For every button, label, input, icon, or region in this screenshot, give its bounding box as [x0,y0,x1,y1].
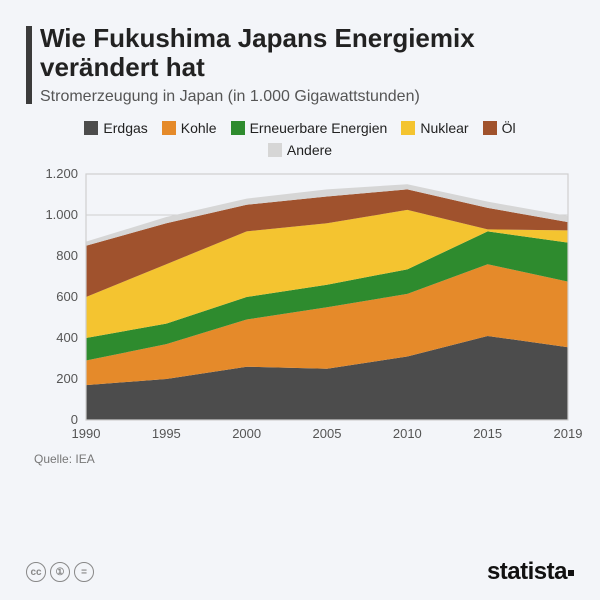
svg-text:2005: 2005 [313,426,342,441]
infographic-page: Wie Fukushima Japans Energiemix veränder… [0,0,600,600]
stacked-area-chart: 0 200 400 600 800 1.000 1.200 1990 1995 2000 2005 2… [34,164,582,444]
brand-dot-icon [568,570,574,576]
legend-item-nuklear: Nuklear [401,120,468,136]
chart-legend: Erdgas Kohle Erneuerbare Energien Nuklear Öl… [26,120,574,158]
chart-container: 0 200 400 600 800 1.000 1.200 1990 1995 2000 2005 2… [34,164,566,444]
svg-text:600: 600 [56,289,78,304]
legend-swatch [231,121,245,135]
legend-label: Nuklear [420,120,468,136]
svg-text:0: 0 [71,412,78,427]
brand-logo: statista [487,558,574,586]
svg-text:2000: 2000 [232,426,261,441]
title-block: Wie Fukushima Japans Energiemix veränder… [26,24,574,106]
svg-text:200: 200 [56,371,78,386]
cc-badge-0: cc [26,562,46,582]
title-accent-bar [26,26,32,104]
svg-text:2010: 2010 [393,426,422,441]
svg-text:2019: 2019 [554,426,582,441]
legend-label: Andere [287,142,332,158]
legend-label: Öl [502,120,516,136]
legend-swatch [162,121,176,135]
legend-item-ee: Erneuerbare Energien [231,120,388,136]
legend-label: Erdgas [103,120,147,136]
svg-text:1990: 1990 [72,426,101,441]
cc-badge-2: = [74,562,94,582]
cc-license-badges: cc①= [26,562,94,582]
legend-item-kohle: Kohle [162,120,217,136]
svg-text:1.200: 1.200 [45,166,78,181]
chart-subtitle: Stromerzeugung in Japan (in 1.000 Gigawa… [40,88,574,106]
legend-item-oel: Öl [483,120,516,136]
svg-text:1995: 1995 [152,426,181,441]
legend-label: Kohle [181,120,217,136]
legend-swatch [401,121,415,135]
svg-text:1.000: 1.000 [45,207,78,222]
legend-label: Erneuerbare Energien [250,120,388,136]
svg-text:800: 800 [56,248,78,263]
footer: cc①= statista [26,558,574,586]
chart-title: Wie Fukushima Japans Energiemix veränder… [40,24,574,82]
legend-item-erdgas: Erdgas [84,120,147,136]
legend-item-andere: Andere [268,142,332,158]
legend-swatch [483,121,497,135]
svg-text:400: 400 [56,330,78,345]
legend-swatch [84,121,98,135]
cc-badge-1: ① [50,562,70,582]
svg-text:2015: 2015 [473,426,502,441]
legend-swatch [268,143,282,157]
source-line: Quelle: IEA [34,452,574,466]
